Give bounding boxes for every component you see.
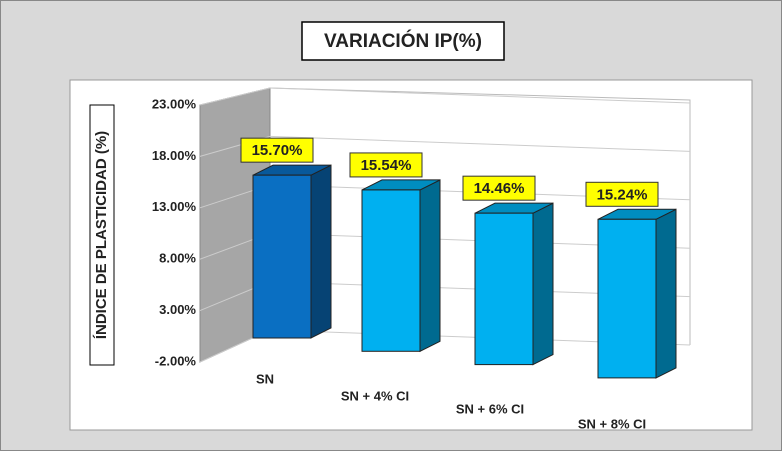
y-tick-label: -2.00%: [155, 353, 197, 368]
value-label-box: [462, 175, 536, 201]
x-tick-label: SN + 4% CI: [341, 388, 409, 403]
bar: [597, 218, 657, 379]
back-wall: [269, 87, 691, 345]
y-tick-label: 18.00%: [152, 148, 197, 163]
y-tick-label: 13.00%: [152, 199, 197, 214]
value-label-box: [240, 137, 314, 163]
bar: [252, 174, 312, 339]
x-tick-label: SN: [256, 371, 274, 386]
bar-side: [419, 179, 441, 353]
y-tick-label: 23.00%: [152, 96, 197, 111]
value-label: 14.46%: [474, 180, 525, 197]
bar: [361, 189, 421, 352]
grid-line: [269, 135, 691, 152]
y-tick-label: 3.00%: [159, 302, 196, 317]
bar: [474, 212, 534, 366]
grid-line: [199, 87, 271, 106]
y-label-box: [89, 104, 115, 366]
bar-side: [310, 164, 332, 339]
value-label-box: [349, 152, 423, 178]
value-label: 15.24%: [597, 186, 648, 203]
title-box: [301, 21, 505, 61]
bar-side: [532, 202, 554, 366]
x-tick-label: SN + 6% CI: [456, 401, 524, 416]
grid-line: [269, 87, 691, 104]
y-tick-label: 8.00%: [159, 251, 196, 266]
bar-side: [655, 208, 677, 379]
value-label: 15.70%: [252, 142, 303, 159]
chart-title: VARIACIÓN IP(%): [324, 30, 482, 52]
y-axis-label: ÍNDICE DE PLASTICIDAD (%): [93, 131, 110, 339]
x-tick-label: SN + 8% CI: [578, 416, 646, 431]
value-label-box: [585, 181, 659, 207]
value-label: 15.54%: [361, 157, 412, 174]
